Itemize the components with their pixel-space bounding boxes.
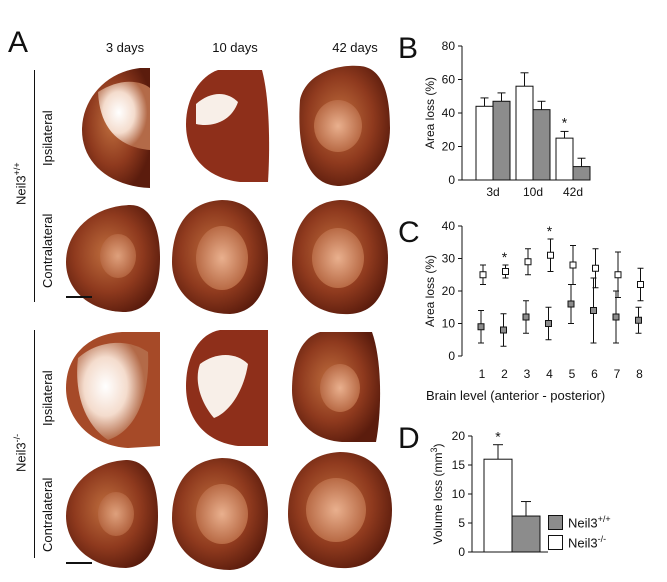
chart-b-bar [475,105,494,181]
chart-c-x-tick-label: 8 [636,367,643,381]
panel-c-letter: C [398,216,420,249]
legend-label-wildtype: Neil3+/+ [568,513,611,531]
chart-d-significance-star: * [495,429,501,445]
chart-c-x-tick-label: 6 [591,367,598,381]
chart-c-area-loss-by-level: 0 10 20 30 40 Area loss (%) 1 2 3 4 5 6 7 8 * * Brain le… [423,219,644,403]
section-ko-ipsi-42d [292,332,381,442]
bracket-wildtype [34,70,36,302]
chart-b-y-tick-label: 60 [442,73,456,87]
column-header-42-days: 42 days [332,40,378,55]
section-wt-ipsi-42d [299,65,390,186]
section-ko-contra-10d [172,458,268,570]
chart-b-bar [532,109,551,181]
section-ko-contra-3d [66,460,158,568]
section-wt-ipsi-10d [186,70,270,182]
chart-b-y-tick-label: 0 [448,173,455,187]
chart-c-y-tick-label: 10 [442,317,456,331]
chart-c-point [500,326,507,334]
chart-c-point [477,323,485,331]
section-ko-ipsi-10d [186,330,268,446]
chart-b-significance-star: * [562,114,568,130]
chart-b-bar [555,137,574,181]
chart-c-point [545,320,552,327]
chart-b-bar [515,85,534,181]
chart-d-y-tick-label: 15 [452,458,466,472]
brain-sections-grid [66,65,392,570]
chart-c-point [524,258,532,266]
chart-c-point [635,316,642,324]
chart-d-y-tick-label: 0 [458,545,465,559]
chart-c-x-tick-label: 4 [546,367,553,381]
chart-c-y-tick-label: 40 [442,219,456,233]
chart-b-bar [492,100,511,181]
chart-d-y-axis-label: Volume loss (mm3) [429,443,445,544]
chart-c-point [567,300,575,308]
chart-c-y-tick-label: 30 [442,252,456,266]
chart-c-point [479,271,487,279]
chart-c-significance-star: * [547,223,553,239]
chart-d-volume-loss: 0 5 10 15 20 Volume loss (mm3) * [429,429,548,559]
column-header-3-days: 3 days [105,40,145,55]
chart-b-x-tick-label: 3d [486,185,499,199]
chart-b-y-tick-label: 80 [442,39,456,53]
chart-c-point [569,261,577,269]
chart-c-point [614,271,622,279]
section-wt-contra-10d [172,200,268,314]
chart-c-x-tick-label: 5 [569,367,576,381]
panel-b-letter: B [398,32,419,65]
panel-a-letter: A [8,26,29,59]
chart-d-y-tick-label: 5 [458,516,465,530]
chart-d-y-tick-label: 20 [452,429,466,443]
chart-c-x-tick-label: 7 [614,367,621,381]
chart-b-y-tick-label: 40 [442,106,456,120]
chart-c-x-axis-label: Brain level (anterior - posterior) [426,388,605,403]
legend-item-knockout: Neil3-/- [548,532,663,552]
chart-c-point [592,264,599,272]
section-ko-contra-42d [288,452,392,569]
chart-c-point [502,268,509,275]
chart-b-y-axis-label: Area loss (%) [423,77,437,149]
legend: Neil3+/+ Neil3-/- [548,512,663,552]
chart-c-point [522,313,530,321]
chart-d-bar [483,458,513,553]
panel-d-letter: D [398,422,420,455]
scale-bar-bottom [66,562,92,564]
chart-c-x-tick-label: 2 [501,367,508,381]
chart-d-bar [511,515,541,553]
chart-c-x-tick-label: 3 [524,367,531,381]
chart-c-point [637,281,644,288]
bracket-knockout [34,330,36,558]
section-wt-contra-3d [66,205,160,312]
chart-c-point [547,251,554,259]
section-wt-contra-42d [292,200,388,315]
chart-b-area-loss-by-time: 0 20 40 60 80 Area loss (%) 3d 10d 42d * [423,39,591,199]
chart-c-y-tick-label: 0 [448,349,455,363]
chart-c-y-tick-label: 20 [442,284,456,298]
scale-bar-top [66,296,92,298]
chart-c-significance-star: * [502,249,508,265]
chart-c-x-tick-label: 1 [479,367,486,381]
chart-c-point [590,307,597,314]
legend-swatch-wildtype [548,514,563,530]
chart-c-y-axis-label: Area loss (%) [423,255,437,327]
chart-d-y-tick-label: 10 [452,487,466,501]
chart-b-bar [572,166,591,181]
chart-b-y-tick-label: 20 [442,140,456,154]
chart-c-point [612,313,620,321]
column-header-10-days: 10 days [212,40,258,55]
legend-swatch-knockout [548,534,563,550]
chart-b-x-tick-label: 10d [523,185,543,199]
legend-label-knockout: Neil3-/- [568,533,607,551]
section-ko-ipsi-3d [66,332,160,448]
chart-b-x-tick-label: 42d [563,185,583,199]
legend-item-wildtype: Neil3+/+ [548,512,663,532]
section-wt-ipsi-3d [82,68,150,188]
